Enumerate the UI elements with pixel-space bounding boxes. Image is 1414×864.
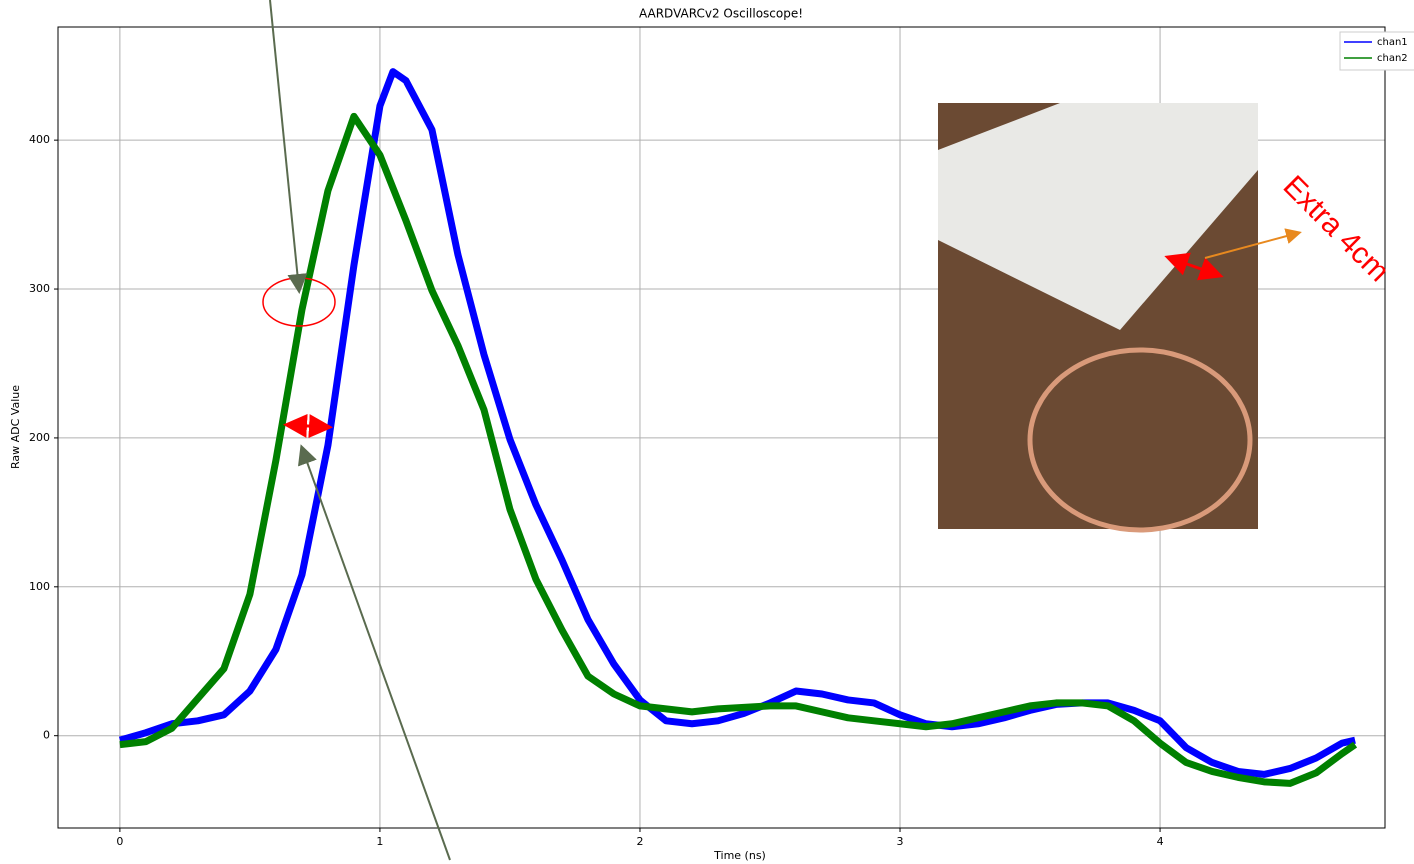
legend: chan1 chan2 — [1340, 32, 1414, 70]
y-tick-label: 0 — [43, 729, 50, 742]
y-tick-label: 400 — [29, 133, 50, 146]
x-tick-label: 0 — [116, 835, 123, 848]
pointer-arrow — [270, 0, 299, 290]
y-tick-label: 100 — [29, 580, 50, 593]
chart-title: AARDVARCv2 Oscilloscope! — [639, 7, 803, 21]
x-tick-label: 1 — [376, 835, 383, 848]
annotation-text: Extra 4cm — [1277, 169, 1396, 288]
x-tick-label: 3 — [897, 835, 904, 848]
y-tick-label: 300 — [29, 282, 50, 295]
x-tick-label: 4 — [1157, 835, 1164, 848]
legend-label: chan1 — [1377, 37, 1408, 48]
legend-label: chan2 — [1377, 53, 1408, 64]
x-tick-label: 2 — [636, 835, 643, 848]
chart: AARDVARCv2 Oscilloscope! Time (ns) Raw A… — [0, 0, 1414, 864]
x-axis-label: Time (ns) — [713, 849, 766, 862]
y-axis-label: Raw ADC Value — [9, 385, 22, 469]
pointer-arrow — [302, 448, 450, 860]
delay-arrow — [289, 425, 327, 427]
y-tick-label: 200 — [29, 431, 50, 444]
